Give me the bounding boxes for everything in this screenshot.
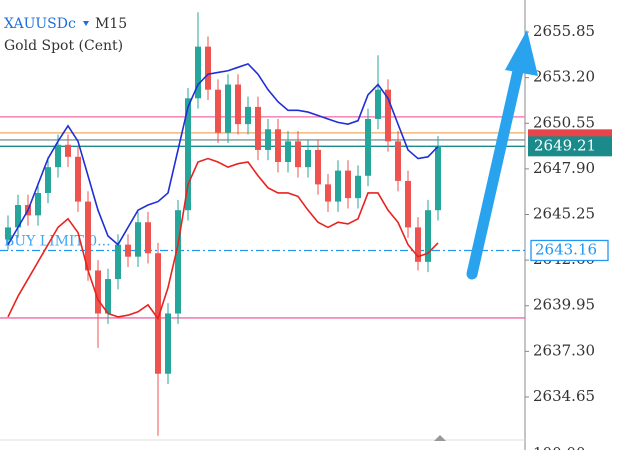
candle-body (255, 106, 261, 150)
candle-body (175, 210, 181, 314)
candle-body (385, 89, 391, 142)
candle-body (115, 244, 121, 280)
order-label: BUY LIMIT 0... (4, 233, 111, 249)
plot-area: BUY LIMIT 0... (0, 12, 525, 436)
candle-body (155, 253, 161, 374)
candle-body (15, 205, 21, 228)
current-price-box (528, 136, 612, 157)
candle-body (245, 106, 251, 125)
arrow-annotation (466, 30, 538, 280)
candle-body (325, 184, 331, 202)
candle-body (215, 89, 221, 133)
candle-body (355, 175, 361, 199)
candle-body (375, 89, 381, 119)
timeframe: M15 (95, 16, 127, 32)
candle-body (145, 222, 151, 254)
candle-body (195, 46, 201, 99)
y-tick-label: 2639.95 (533, 296, 595, 314)
candle-body (395, 141, 401, 181)
candle-body (75, 156, 81, 202)
ma-line (7, 62, 439, 246)
candle-body (415, 227, 421, 262)
y-tick-label: 2637.30 (533, 341, 595, 359)
current-price-label: 2649.21 (534, 136, 596, 154)
candle-body (265, 129, 271, 150)
candle-body (405, 180, 411, 228)
candle-body (305, 149, 311, 168)
candle-body (55, 144, 61, 168)
dropdown-icon[interactable] (83, 21, 89, 26)
instrument-name: Gold Spot (Cent) (4, 38, 123, 54)
order-price-label: 2643.16 (535, 240, 597, 258)
candle-body (85, 201, 91, 271)
candle-body (435, 146, 441, 211)
y-tick-label: 2650.55 (533, 113, 595, 131)
price-box-back (528, 129, 612, 140)
candle-body (205, 46, 211, 90)
y-tick-label: 2645.25 (533, 204, 595, 222)
price-axis: 2655.852653.202650.552647.902645.252642.… (525, 22, 612, 450)
candle-body (295, 141, 301, 168)
candle-body (95, 270, 101, 314)
candle-body (235, 84, 241, 125)
candle-body (135, 222, 141, 257)
candle-body (125, 244, 131, 257)
candle-body (285, 141, 291, 162)
indicator-scale-label: 100.00 (533, 444, 586, 450)
candle-body (45, 167, 51, 193)
candle-body (275, 129, 281, 162)
y-tick-label: 2655.85 (533, 22, 595, 40)
y-tick-label: 2634.65 (533, 387, 595, 405)
y-tick-label: 2647.90 (533, 159, 595, 177)
candle-body (345, 170, 351, 199)
candle-body (365, 118, 371, 176)
symbol: XAUUSDc (4, 16, 76, 32)
y-tick-label: 2653.20 (533, 68, 595, 86)
candle-body (225, 84, 231, 133)
candle-body (425, 210, 431, 262)
candle-body (65, 144, 71, 157)
candle-body (35, 192, 41, 216)
order-price-box (530, 239, 609, 262)
ma-line (7, 157, 439, 321)
pane-handle (434, 435, 446, 441)
candle-body (165, 313, 171, 374)
candle-body (315, 149, 321, 185)
candle-body (185, 98, 191, 211)
candle-body (5, 227, 11, 240)
candle-body (335, 170, 341, 202)
candle-body (105, 279, 111, 314)
